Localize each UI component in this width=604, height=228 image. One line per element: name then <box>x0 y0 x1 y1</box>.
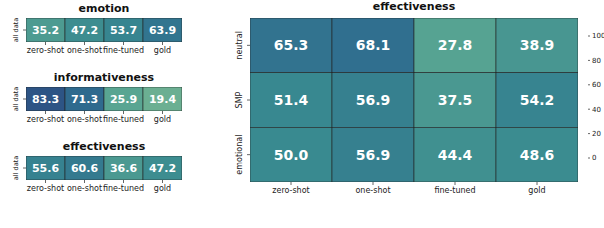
svg-text:zero-shot: zero-shot <box>27 46 64 55</box>
svg-text:38.9: 38.9 <box>520 37 555 53</box>
svg-text:one-shot: one-shot <box>67 184 102 193</box>
svg-text:50.0: 50.0 <box>274 147 309 163</box>
svg-text:gold: gold <box>154 46 171 55</box>
svg-text:zero-shot: zero-shot <box>27 115 64 124</box>
svg-text:emotional: emotional <box>235 135 244 175</box>
html-text:effectiveness: effectiveness <box>62 140 146 153</box>
svg-text:55.6: 55.6 <box>32 162 59 175</box>
svg-text:one-shot: one-shot <box>355 186 390 195</box>
svg-text:25.9: 25.9 <box>110 93 137 106</box>
svg-text:all data: all data <box>12 18 20 42</box>
svg-text:fine-tuned: fine-tuned <box>103 184 144 193</box>
svg-text:100: 100 <box>592 32 596 40</box>
svg-text:37.5: 37.5 <box>438 92 473 108</box>
svg-text:gold: gold <box>528 186 545 195</box>
svg-text:gold: gold <box>154 184 171 193</box>
svg-text:47.2: 47.2 <box>71 24 98 37</box>
svg-text:20: 20 <box>592 130 596 138</box>
svg-text:36.6: 36.6 <box>110 162 137 175</box>
svg-text:71.3: 71.3 <box>71 93 98 106</box>
svg-text:fine-tuned: fine-tuned <box>434 186 475 195</box>
svg-text:neutral: neutral <box>235 31 244 60</box>
svg-text:54.2: 54.2 <box>520 92 555 108</box>
svg-text:60.6: 60.6 <box>71 162 98 175</box>
svg-text:19.4: 19.4 <box>149 93 176 106</box>
svg-text:all data: all data <box>12 87 20 111</box>
svg-text:fine-tuned: fine-tuned <box>103 115 144 124</box>
svg-text:44.4: 44.4 <box>438 147 473 163</box>
svg-text:all data: all data <box>12 156 20 180</box>
svg-text:56.9: 56.9 <box>356 147 391 163</box>
svg-text:80: 80 <box>592 57 596 65</box>
html-text:effectiveness: effectiveness <box>372 0 456 13</box>
svg-text:47.2: 47.2 <box>149 162 176 175</box>
svg-text:68.1: 68.1 <box>356 37 391 53</box>
svg-text:27.8: 27.8 <box>438 37 473 53</box>
svg-text:48.6: 48.6 <box>520 147 555 163</box>
svg-text:fine-tuned: fine-tuned <box>103 46 144 55</box>
svg-text:56.9: 56.9 <box>356 92 391 108</box>
svg-text:40: 40 <box>592 106 596 114</box>
html-text:emotion: emotion <box>78 2 130 15</box>
svg-text:gold: gold <box>154 115 171 124</box>
svg-text:zero-shot: zero-shot <box>27 184 64 193</box>
svg-text:one-shot: one-shot <box>67 115 102 124</box>
svg-text:65.3: 65.3 <box>274 37 309 53</box>
svg-text:zero-shot: zero-shot <box>272 186 309 195</box>
svg-text:51.4: 51.4 <box>274 92 309 108</box>
svg-text:53.7: 53.7 <box>110 24 137 37</box>
svg-text:63.9: 63.9 <box>149 24 176 37</box>
svg-text:83.3: 83.3 <box>32 93 59 106</box>
svg-text:0: 0 <box>592 154 596 162</box>
svg-text:one-shot: one-shot <box>67 46 102 55</box>
svg-text:SMP: SMP <box>235 91 244 108</box>
svg-text:60: 60 <box>592 81 596 89</box>
html-text:informativeness: informativeness <box>53 71 155 84</box>
svg-text:35.2: 35.2 <box>32 24 59 37</box>
